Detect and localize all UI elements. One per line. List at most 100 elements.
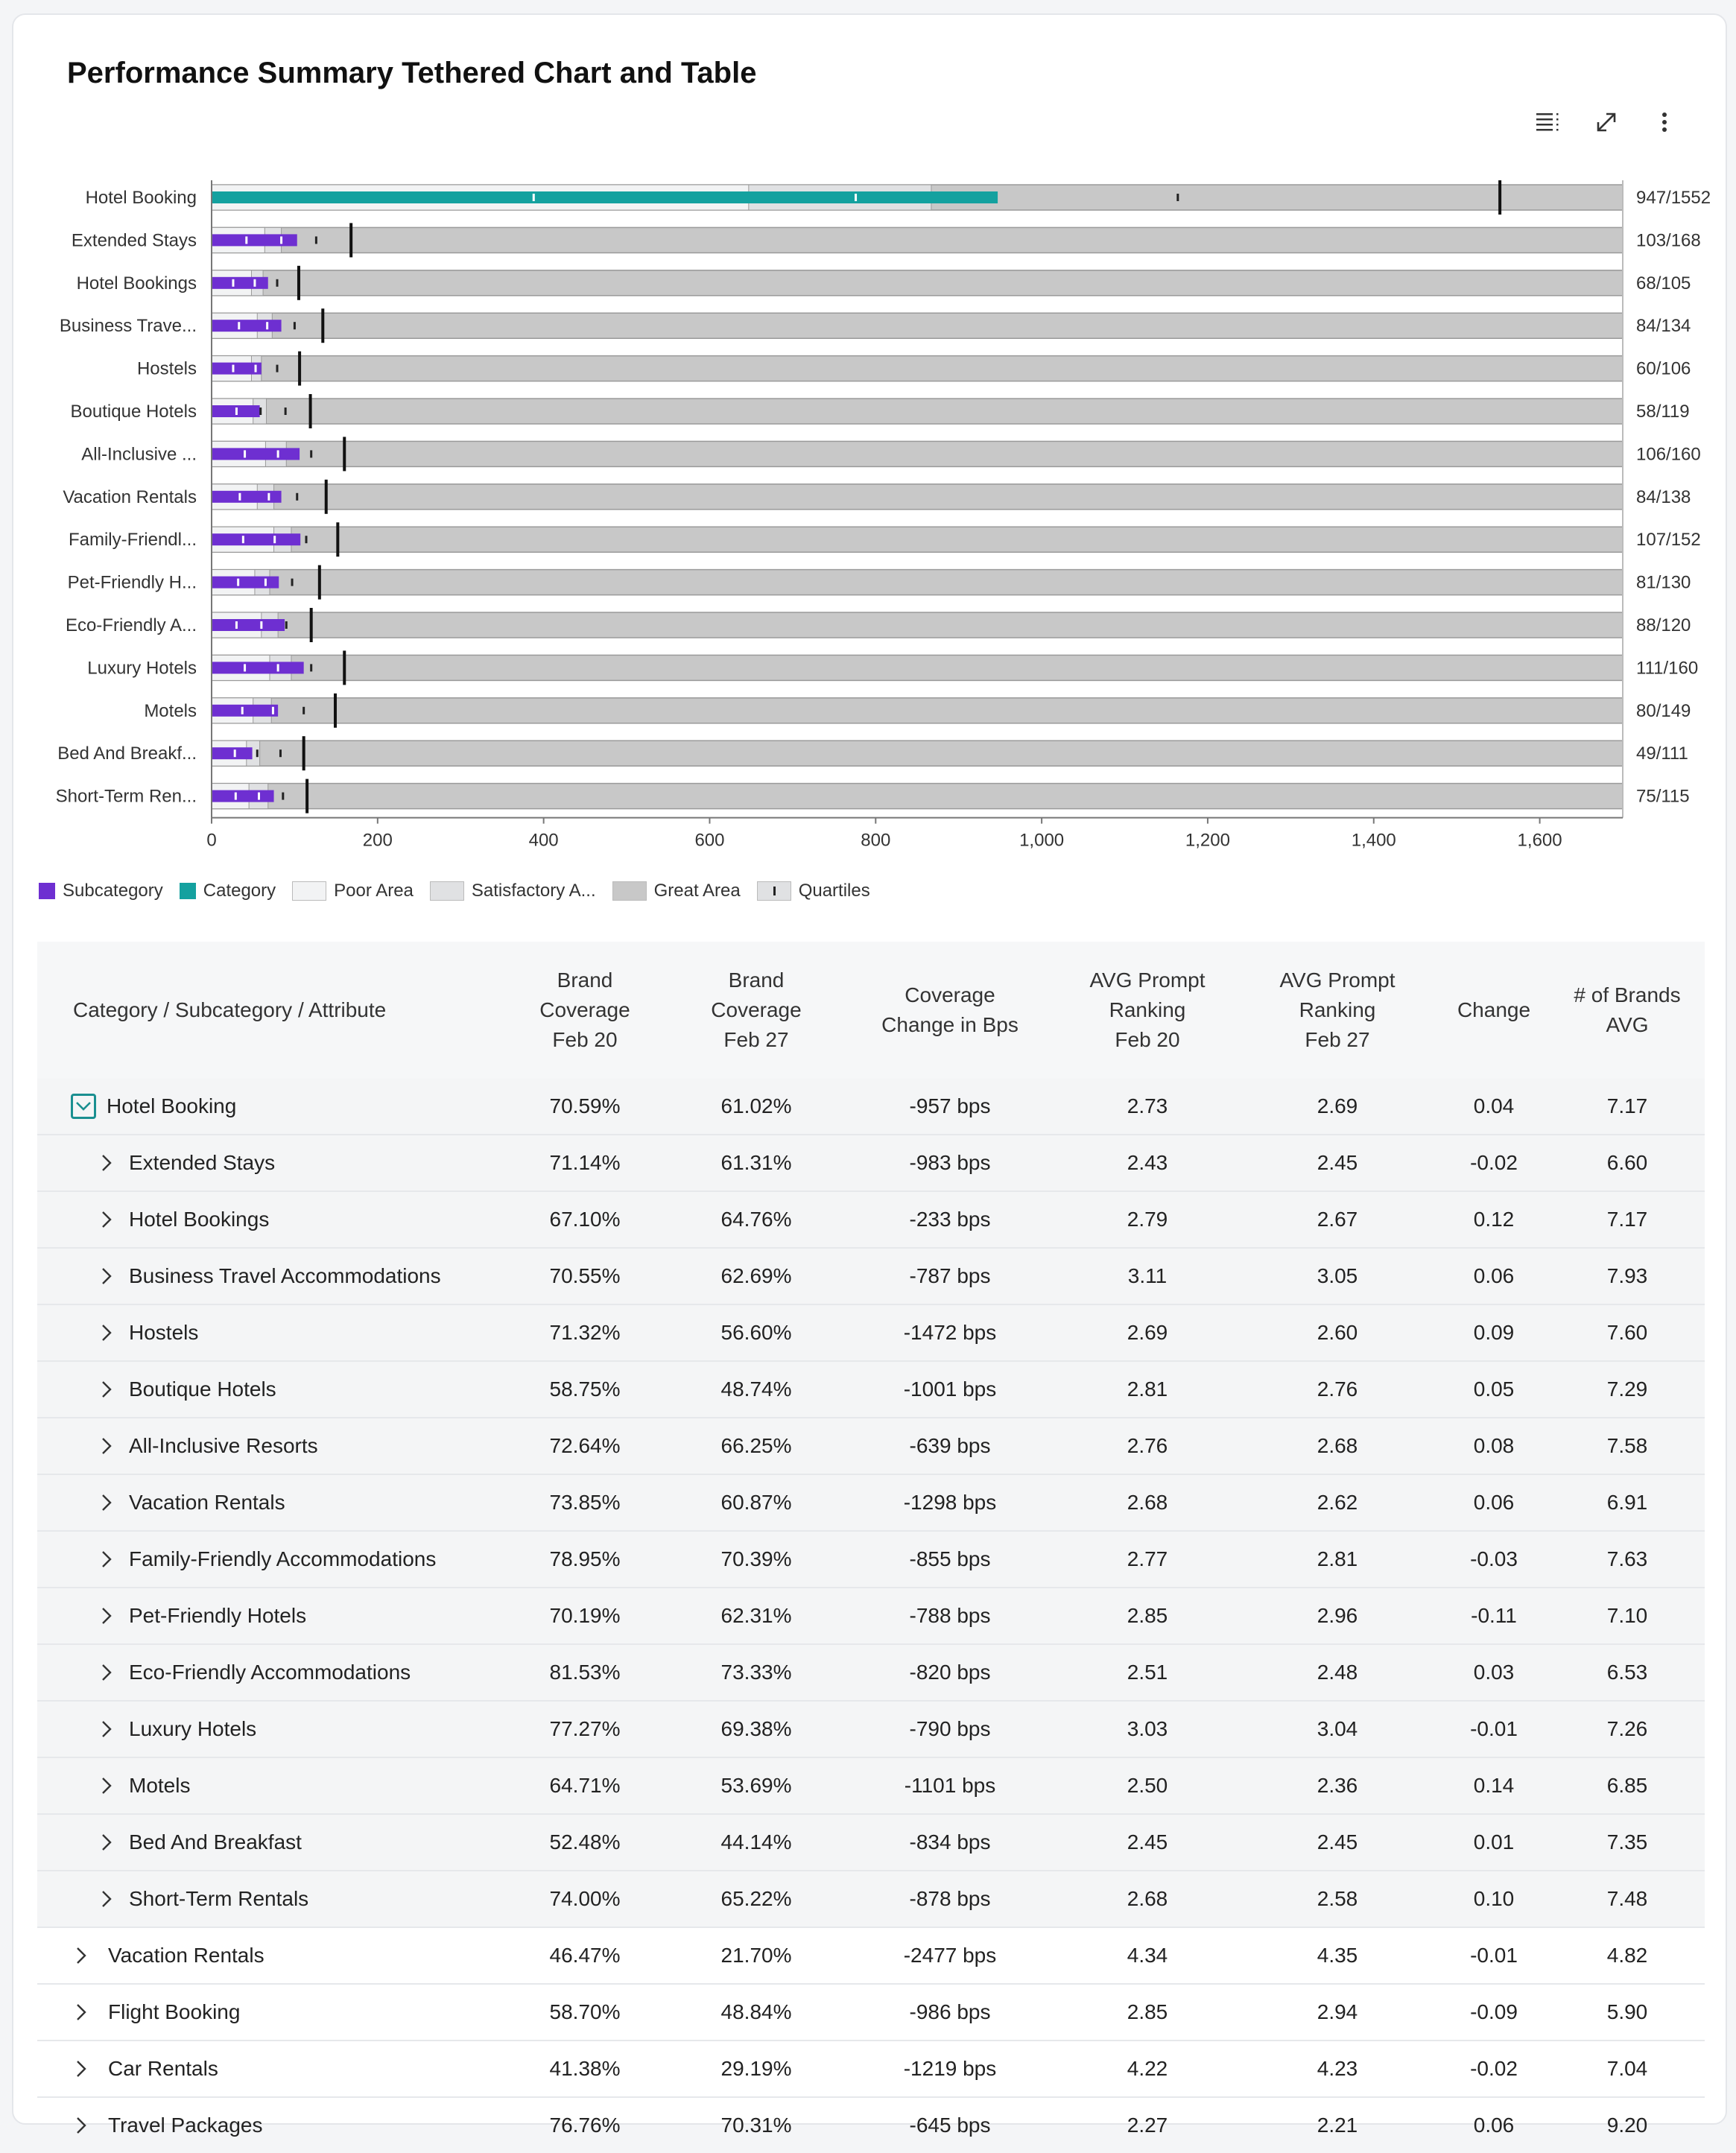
- column-header[interactable]: Brand Coverage Feb 20: [499, 942, 671, 1079]
- chevron-right-icon[interactable]: [96, 1436, 117, 1456]
- chevron-right-icon[interactable]: [96, 1832, 117, 1853]
- legend-item[interactable]: Quartiles: [756, 881, 870, 901]
- chevron-right-icon[interactable]: [96, 1492, 117, 1513]
- target-marker: [317, 565, 321, 600]
- column-header[interactable]: AVG Prompt Ranking Feb 27: [1237, 942, 1438, 1079]
- chevron-right-icon[interactable]: [96, 1322, 117, 1343]
- column-header[interactable]: Brand Coverage Feb 27: [671, 942, 842, 1079]
- table-cell: -0.11: [1438, 1588, 1550, 1645]
- table-cell: 73.85%: [499, 1474, 671, 1532]
- table-cell: 46.47%: [499, 1927, 671, 1985]
- row-name-cell: Hotel Booking: [37, 1079, 499, 1135]
- great-area: [211, 312, 1623, 339]
- column-header[interactable]: Coverage Change in Bps: [842, 942, 1058, 1079]
- table-cell: 6.91: [1550, 1474, 1705, 1532]
- chevron-right-icon[interactable]: [96, 1719, 117, 1740]
- column-header[interactable]: # of Brands AVG: [1550, 942, 1705, 1079]
- table-cell: -233 bps: [842, 1191, 1058, 1249]
- chevron-right-icon[interactable]: [71, 2002, 92, 2023]
- chevron-right-icon[interactable]: [96, 1605, 117, 1626]
- subcategory-row[interactable]: Family-Friendly Accommodations 78.95% 70.3…: [37, 1531, 1705, 1588]
- category-row[interactable]: Travel Packages 76.76% 70.31% -645 bps 2.27 2…: [37, 2097, 1705, 2153]
- table-cell: 70.19%: [499, 1588, 671, 1645]
- expand-icon[interactable]: [1590, 106, 1623, 139]
- row-ratio-label: 49/111: [1636, 743, 1688, 764]
- table-cell: 2.79: [1058, 1191, 1237, 1249]
- quartile-mark: [244, 450, 247, 458]
- table-cell: 44.14%: [671, 1814, 842, 1871]
- chevron-right-icon[interactable]: [96, 1889, 117, 1909]
- chevron-right-icon[interactable]: [96, 1152, 117, 1173]
- table-cell: 4.34: [1058, 1927, 1237, 1985]
- target-marker: [309, 608, 313, 642]
- legend-item[interactable]: Poor Area: [292, 881, 414, 901]
- subcategory-row[interactable]: Business Travel Accommodations 70.55% 62.6…: [37, 1248, 1705, 1305]
- chevron-right-icon[interactable]: [71, 2058, 92, 2079]
- quartile-mark: [276, 664, 279, 672]
- table-cell: 2.85: [1058, 1984, 1237, 2041]
- column-header[interactable]: Change: [1438, 942, 1550, 1079]
- legend-item[interactable]: Category: [179, 881, 276, 901]
- subcategory-row[interactable]: Bed And Breakfast 52.48% 44.14% -834 bps 2.4…: [37, 1814, 1705, 1871]
- chevron-right-icon[interactable]: [71, 2115, 92, 2136]
- row-label: Short-Term Ren...: [56, 787, 197, 807]
- subcategory-row[interactable]: Short-Term Rentals 74.00% 65.22% -878 bps 2.…: [37, 1871, 1705, 1928]
- category-row[interactable]: Hotel Booking 70.59% 61.02% -957 bps 2.73 2.6…: [37, 1079, 1705, 1135]
- table-cell: 7.58: [1550, 1418, 1705, 1475]
- category-row[interactable]: Vacation Rentals 46.47% 21.70% -2477 bps 4.3…: [37, 1927, 1705, 1985]
- subcategory-bar: [212, 234, 297, 247]
- more-options-icon[interactable]: [1648, 106, 1681, 139]
- row-label: Hostels: [137, 359, 197, 379]
- chevron-right-icon[interactable]: [96, 1209, 117, 1230]
- chevron-right-icon[interactable]: [71, 1945, 92, 1966]
- column-header-name[interactable]: Category / Subcategory / Attribute: [37, 942, 499, 1079]
- table-cell: 2.68: [1237, 1418, 1438, 1475]
- column-header[interactable]: AVG Prompt Ranking Feb 20: [1058, 942, 1237, 1079]
- list-view-icon[interactable]: [1532, 106, 1565, 139]
- subcategory-row[interactable]: Eco-Friendly Accommodations 81.53% 73.33% -…: [37, 1644, 1705, 1702]
- table-cell: 21.70%: [671, 1927, 842, 1985]
- subcategory-row[interactable]: Pet-Friendly Hotels 70.19% 62.31% -788 bps 2…: [37, 1588, 1705, 1645]
- table-cell: -788 bps: [842, 1588, 1058, 1645]
- target-marker: [297, 265, 300, 300]
- subcategory-row[interactable]: Hostels 71.32% 56.60% -1472 bps 2.69 2.60 0.09…: [37, 1304, 1705, 1362]
- table-cell: 3.11: [1058, 1248, 1237, 1305]
- chevron-right-icon[interactable]: [96, 1662, 117, 1683]
- row-name: Travel Packages: [108, 2114, 263, 2137]
- quartile-mark: [238, 322, 241, 330]
- subcategory-row[interactable]: Boutique Hotels 58.75% 48.74% -1001 bps 2.81…: [37, 1361, 1705, 1418]
- table-cell: 29.19%: [671, 2041, 842, 2098]
- collapse-toggle-icon[interactable]: [71, 1094, 96, 1119]
- chevron-right-icon[interactable]: [96, 1775, 117, 1796]
- category-row[interactable]: Flight Booking 58.70% 48.84% -986 bps 2.85 2.…: [37, 1984, 1705, 2041]
- subcategory-row[interactable]: Hotel Bookings 67.10% 64.76% -233 bps 2.79 2.…: [37, 1191, 1705, 1249]
- subcategory-row[interactable]: Luxury Hotels 77.27% 69.38% -790 bps 3.03 3.0…: [37, 1701, 1705, 1758]
- quartile-mark: [235, 408, 238, 415]
- quartile-mark: [253, 279, 256, 287]
- table-cell: 4.35: [1237, 1927, 1438, 1985]
- table-cell: 2.69: [1058, 1304, 1237, 1362]
- table-cell: -0.02: [1438, 1135, 1550, 1192]
- table-cell: -790 bps: [842, 1701, 1058, 1758]
- subcategory-row[interactable]: All-Inclusive Resorts 72.64% 66.25% -639 bp…: [37, 1418, 1705, 1475]
- row-name: Luxury Hotels: [129, 1717, 257, 1740]
- quartile-mark: [256, 749, 259, 758]
- subcategory-row[interactable]: Motels 64.71% 53.69% -1101 bps 2.50 2.36 0.14 6…: [37, 1757, 1705, 1815]
- subcategory-row[interactable]: Vacation Rentals 73.85% 60.87% -1298 bps 2.6…: [37, 1474, 1705, 1532]
- table-cell: -855 bps: [842, 1531, 1058, 1588]
- x-tick-label: 1,200: [1185, 831, 1230, 849]
- row-name-cell: Flight Booking: [37, 1984, 499, 2041]
- chevron-right-icon[interactable]: [96, 1266, 117, 1287]
- chevron-right-icon[interactable]: [96, 1379, 117, 1400]
- toolbar: [1532, 106, 1681, 139]
- row-name-cell: Car Rentals: [37, 2041, 499, 2098]
- chevron-right-icon[interactable]: [96, 1549, 117, 1570]
- legend-item[interactable]: Great Area: [612, 881, 741, 901]
- table-cell: 71.32%: [499, 1304, 671, 1362]
- legend-item[interactable]: Satisfactory A...: [429, 881, 596, 901]
- category-row[interactable]: Car Rentals 41.38% 29.19% -1219 bps 4.22 4.23…: [37, 2041, 1705, 2098]
- legend-item[interactable]: Subcategory: [39, 881, 163, 901]
- table-cell: 7.26: [1550, 1701, 1705, 1758]
- quartile-mark: [241, 536, 244, 544]
- subcategory-row[interactable]: Extended Stays 71.14% 61.31% -983 bps 2.43 2.…: [37, 1135, 1705, 1192]
